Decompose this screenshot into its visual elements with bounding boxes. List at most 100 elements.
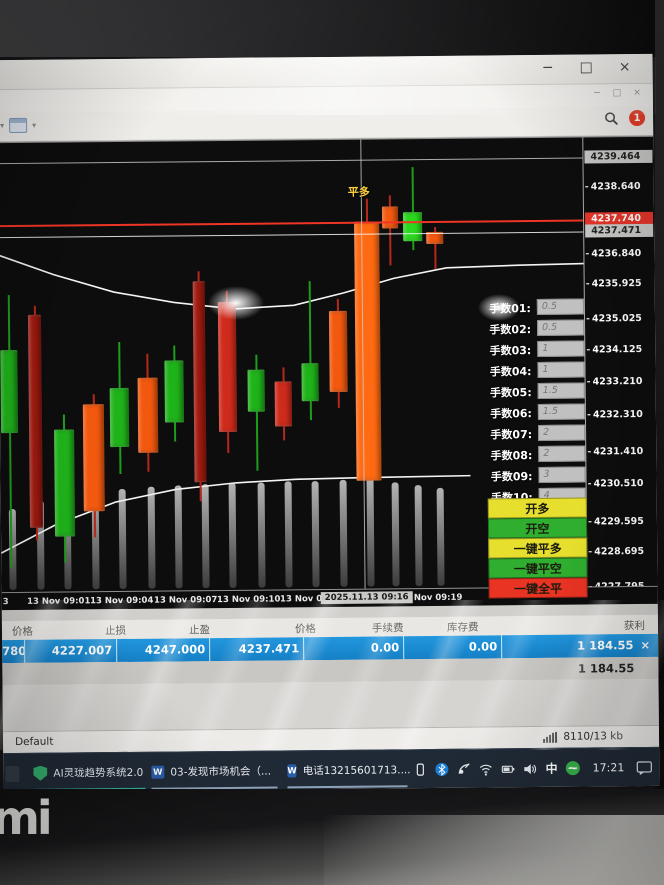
minimize-icon[interactable]: − — [541, 59, 554, 76]
column-header: 价格 — [294, 623, 317, 636]
clock-time[interactable]: 17:21 — [592, 761, 625, 775]
panel-empty-area — [2, 678, 659, 732]
price-label: 4235.925 — [586, 277, 654, 291]
candle-body — [328, 310, 348, 392]
lot-input[interactable]: 2 — [538, 445, 586, 462]
candle-body — [137, 377, 159, 453]
child-restore-icon[interactable]: □ — [612, 88, 622, 99]
child-close-icon[interactable]: × — [633, 87, 641, 99]
lot-input[interactable]: 3 — [538, 466, 586, 483]
monitor-bezel-top — [0, 0, 664, 57]
lot-input[interactable]: 1 — [537, 361, 585, 378]
lot-input[interactable]: 0.5 — [536, 298, 584, 315]
volume-bar — [391, 482, 400, 587]
time-label: 13 Nov 09:10 — [216, 594, 281, 606]
lot-label: 手数05: — [489, 386, 532, 400]
monitor-bezel-bottom: mi — [0, 789, 664, 885]
candle-body — [192, 281, 207, 483]
indicator-band-upper — [0, 254, 584, 310]
volume-bar — [414, 485, 423, 587]
dropdown-arrow-icon[interactable]: ▾ — [32, 120, 37, 130]
time-label: 13 Nov 09:01 — [26, 596, 91, 607]
satellite-icon[interactable] — [458, 762, 472, 776]
candle-body — [27, 314, 43, 528]
table-cell: 4237.471 — [210, 637, 305, 662]
volume-bar — [201, 484, 210, 589]
volume-icon[interactable] — [524, 762, 538, 776]
connection-meter-icon — [543, 731, 558, 743]
table-cell: 4247.000 — [117, 638, 211, 663]
volume-bar — [174, 485, 183, 589]
action-center-icon[interactable] — [636, 760, 652, 775]
word-doc-icon: W — [151, 765, 165, 779]
price-label: 4234.125 — [586, 343, 654, 357]
system-tray: 中 17:21 — [413, 748, 656, 789]
search-icon[interactable] — [604, 111, 619, 126]
profile-name[interactable]: Default — [14, 735, 54, 749]
trade-button[interactable]: 一键平多 — [488, 537, 588, 559]
taskbar-item-label: 03-发现市场机会（... — [170, 765, 272, 779]
chart-plot — [0, 138, 587, 612]
time-label: 13 Nov 09:04 — [89, 595, 154, 607]
notification-badge[interactable]: 1 — [629, 109, 646, 127]
child-minimize-icon[interactable]: − — [593, 88, 601, 99]
taskbar-item[interactable]: W 电话13215601713.... — [287, 756, 411, 789]
wifi-icon[interactable] — [480, 762, 494, 776]
trade-button[interactable]: 开多 — [487, 497, 587, 519]
column-header: 手续费 — [371, 622, 404, 635]
candle-body — [354, 221, 382, 481]
screen: − □ × − □ × ▾ ▾ 1 — [0, 53, 660, 793]
column-header: 价格 — [11, 625, 34, 639]
green-app-icon[interactable] — [566, 761, 581, 776]
volume-bar — [339, 479, 348, 587]
candle-body — [301, 363, 319, 402]
shield-icon — [33, 766, 47, 781]
trade-button[interactable]: 一键平空 — [488, 557, 588, 579]
price-label: 4232.310 — [587, 408, 655, 422]
taskbar-item[interactable] — [5, 760, 25, 787]
lot-label: 手数08: — [490, 449, 533, 463]
lot-row: 手数03: 1 — [467, 340, 585, 360]
candle-body — [82, 404, 105, 512]
lot-row: 手数04: 1 — [467, 361, 585, 381]
lot-label: 手数06: — [490, 407, 532, 421]
maximize-icon[interactable]: □ — [579, 59, 593, 76]
chart-window-icon[interactable] — [9, 117, 28, 134]
phone-icon[interactable] — [414, 763, 428, 777]
table-cell: 1 184.55 × — [502, 634, 658, 658]
lot-input[interactable]: 1.5 — [537, 403, 585, 420]
price-label: 4233.210 — [587, 375, 655, 389]
volume-bar — [118, 488, 127, 590]
bluetooth-icon[interactable] — [435, 762, 450, 776]
brand-logo: mi — [0, 791, 53, 845]
price-label: 4230.510 — [588, 477, 656, 491]
lot-input[interactable]: 1 — [537, 340, 585, 357]
lot-input[interactable]: 1.5 — [537, 382, 585, 399]
close-position-icon[interactable]: × — [640, 637, 651, 653]
price-label: 4235.025 — [586, 312, 654, 326]
price-label: 4228.695 — [588, 545, 656, 559]
volume-bar — [257, 482, 266, 588]
trade-button[interactable]: 一键全平 — [488, 577, 588, 599]
time-label: 13 Nov 09:07 — [153, 595, 218, 606]
close-icon[interactable]: × — [618, 59, 631, 76]
taskbar-item[interactable]: AI灵珑趋势系统2.0 — [33, 759, 146, 791]
dropdown-arrow-icon[interactable]: ▾ — [0, 121, 5, 131]
price-label: 4229.595 — [588, 515, 656, 529]
lot-input[interactable]: 0.5 — [537, 319, 585, 336]
taskbar-item[interactable]: W 03-发现市场机会（... — [151, 758, 278, 790]
candle-body — [217, 301, 238, 433]
candlestick-chart[interactable]: 4239.4644238.6404237.7404237.4714236.840… — [0, 135, 658, 612]
lot-label: 手数09: — [490, 470, 533, 484]
battery-icon[interactable] — [502, 762, 516, 776]
table-cell: 0.00 — [304, 636, 405, 661]
active-app-underline — [287, 785, 408, 789]
ime-language-indicator[interactable]: 中 — [545, 761, 558, 776]
candle-body — [109, 387, 130, 448]
candle-body — [247, 369, 265, 412]
lot-input[interactable]: 2 — [538, 424, 586, 441]
volume-bar — [147, 486, 156, 589]
connection-speed: 8110/13 kb — [563, 730, 624, 743]
column-header: 库存费 — [446, 621, 479, 634]
trade-button[interactable]: 开空 — [487, 517, 588, 539]
